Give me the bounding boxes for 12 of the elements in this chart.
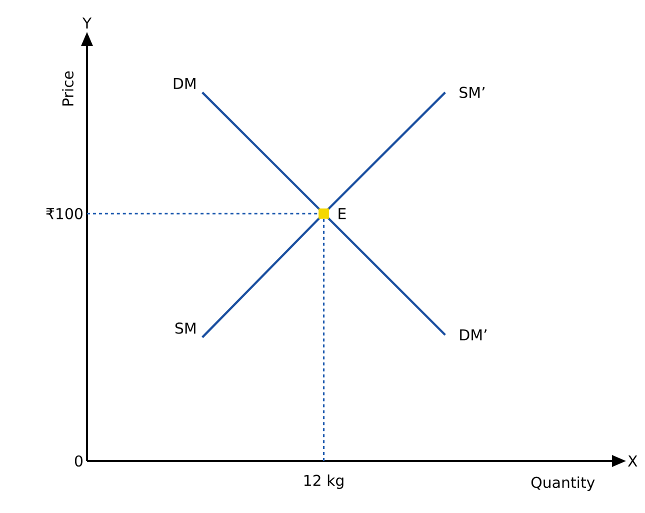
y-tick-label: 0 xyxy=(74,455,82,467)
y-tick-label: ₹100 xyxy=(46,208,82,220)
series-label: DM xyxy=(174,78,196,89)
text: Y xyxy=(82,18,92,28)
x-axis-title: Quantity xyxy=(531,476,595,491)
y-axis-title: Price xyxy=(62,71,74,106)
series-label: SM xyxy=(175,322,196,334)
annotation: E xyxy=(338,208,346,220)
annotation: SM’ xyxy=(460,86,484,98)
text: 12 kg xyxy=(304,474,344,489)
text: X xyxy=(628,456,638,466)
annotation: DM’ xyxy=(460,329,486,340)
